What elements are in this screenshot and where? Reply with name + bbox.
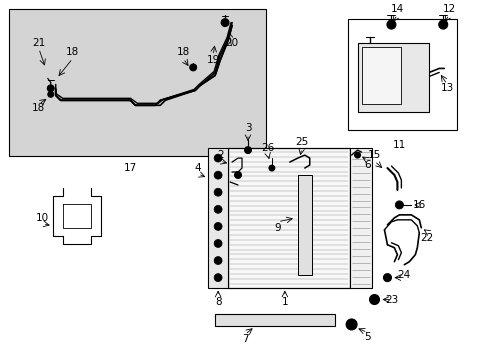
Text: 18: 18	[66, 48, 79, 58]
Bar	[347, 19, 456, 130]
Bar	[9, 9, 265, 156]
Circle shape	[189, 64, 196, 71]
Text: 17: 17	[123, 163, 137, 173]
Text: 2: 2	[216, 150, 223, 160]
Circle shape	[234, 171, 241, 179]
Text: 21: 21	[32, 37, 45, 48]
Text: 22: 22	[420, 233, 433, 243]
Circle shape	[386, 20, 395, 29]
Circle shape	[214, 257, 222, 265]
Circle shape	[214, 154, 222, 162]
Text: 10: 10	[36, 213, 49, 223]
Circle shape	[383, 274, 390, 282]
Text: 26: 26	[261, 143, 274, 153]
Text: 5: 5	[364, 332, 370, 342]
Circle shape	[48, 91, 54, 97]
Text: 8: 8	[214, 297, 221, 306]
Text: 25: 25	[295, 137, 308, 147]
Circle shape	[214, 239, 222, 247]
Text: 15: 15	[367, 150, 380, 160]
Circle shape	[369, 294, 379, 305]
Text: 18: 18	[176, 48, 189, 58]
Bar	[208, 148, 227, 288]
Circle shape	[438, 20, 447, 29]
Bar	[297, 175, 311, 275]
Text: 12: 12	[442, 4, 455, 14]
Text: 11: 11	[392, 140, 405, 150]
Bar	[215, 315, 334, 327]
Text: 18: 18	[32, 103, 45, 113]
Circle shape	[268, 165, 274, 171]
Text: 19: 19	[206, 55, 219, 66]
Circle shape	[214, 188, 222, 196]
Circle shape	[346, 319, 356, 330]
Text: 3: 3	[244, 123, 251, 133]
Text: 20: 20	[225, 37, 238, 48]
Circle shape	[244, 147, 251, 154]
Text: 14: 14	[390, 4, 403, 14]
Circle shape	[47, 85, 54, 92]
Circle shape	[214, 222, 222, 230]
Circle shape	[354, 152, 360, 158]
Text: 6: 6	[364, 160, 370, 170]
Circle shape	[214, 171, 222, 179]
Circle shape	[395, 201, 403, 209]
Circle shape	[214, 274, 222, 282]
Text: 16: 16	[412, 200, 425, 210]
Text: 13: 13	[440, 84, 453, 93]
Text: 7: 7	[241, 334, 248, 345]
Bar	[361, 46, 401, 104]
Bar	[349, 148, 371, 288]
Text: 1: 1	[281, 297, 287, 306]
Text: 9: 9	[274, 223, 281, 233]
Bar	[227, 148, 349, 288]
Text: 4: 4	[195, 163, 201, 173]
Text: 23: 23	[384, 294, 397, 305]
Circle shape	[221, 19, 228, 27]
Text: 24: 24	[396, 270, 409, 280]
Circle shape	[214, 205, 222, 213]
Bar	[357, 42, 428, 112]
